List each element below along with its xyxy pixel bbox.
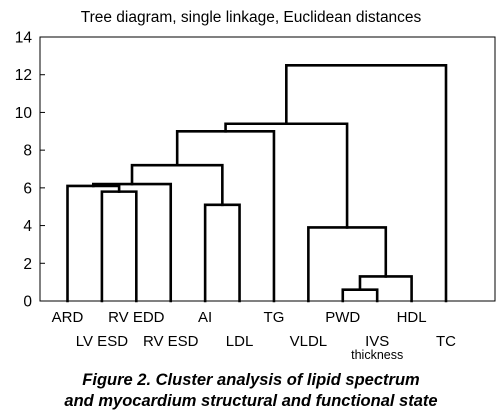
leaf-label: LDL	[226, 333, 254, 350]
dendrogram-link	[92, 182, 173, 303]
leaf-labels: ARD LV ESD RV EDD RV ESD AI LDL TG VLDL PWD IVSth…	[52, 309, 456, 362]
y-tick-label: 4	[23, 218, 32, 235]
dendrogram-link	[341, 288, 379, 303]
figure-caption: Figure 2. Cluster analysis of lipid spec…	[0, 370, 502, 412]
leaf-label: TC	[436, 333, 456, 350]
leaf-label: IVS	[365, 333, 389, 350]
leaf-label: LV ESD	[76, 333, 128, 350]
leaf-sublabel: thickness	[351, 348, 403, 362]
leaf-label: RV ESD	[143, 333, 199, 350]
y-tick-label: 14	[15, 30, 33, 47]
leaf-label: TG	[264, 309, 285, 326]
caption-line-1: Figure 2. Cluster analysis of lipid spec…	[82, 371, 420, 389]
chart-title: Tree diagram, single linkage, Euclidean …	[81, 9, 422, 26]
leaf-label: HDL	[397, 309, 427, 326]
leaf-label: ARD	[52, 309, 84, 326]
y-tick-label: 10	[15, 105, 33, 122]
y-tick-label: 8	[23, 143, 32, 160]
caption-line-2: and myocardium structural and functional…	[64, 392, 438, 410]
dendrogram-link	[203, 203, 241, 303]
dendrogram-tree	[66, 63, 448, 303]
leaf-label: PWD	[325, 309, 360, 326]
dendrogram-link	[175, 129, 276, 303]
y-tick-label: 12	[15, 67, 32, 84]
y-tick-label: 0	[23, 294, 32, 311]
y-axis: 0 2 4 6 8 10 12 14	[15, 30, 45, 311]
y-tick-label: 2	[23, 256, 32, 273]
leaf-label: VLDL	[290, 333, 328, 350]
plot-frame	[39, 36, 496, 302]
y-tick-label: 6	[23, 180, 32, 197]
dendrogram-link	[66, 184, 121, 303]
leaf-label: AI	[198, 309, 212, 326]
dendrogram-link	[285, 63, 448, 303]
dendrogram-link	[224, 122, 349, 229]
dendrogram-link	[100, 190, 138, 303]
leaf-label: RV EDD	[108, 309, 165, 326]
